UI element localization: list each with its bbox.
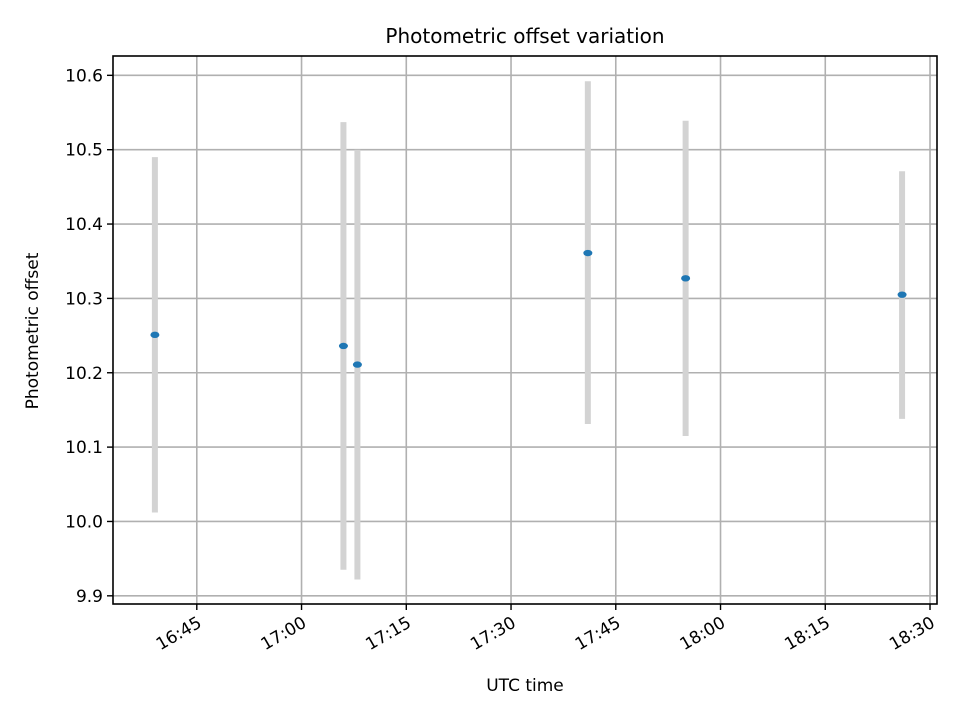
x-tick-label: 17:15 [362,613,414,655]
data-point [583,249,593,257]
data-point [897,291,907,298]
x-tick-label: 17:45 [572,613,624,655]
data-points [150,249,907,368]
data-point [338,342,348,350]
data-point [352,361,362,368]
x-tick-label: 18:30 [886,613,938,655]
y-tick-label: 10.5 [65,141,103,161]
chart-title: Photometric offset variation [385,24,664,48]
y-axis-ticks: 9.9 10.0 10.1 10.2 10.3 10.4 10.5 10.6 [65,66,113,607]
y-tick-label: 10.0 [65,512,103,532]
data-point [150,331,160,339]
x-tick-label: 16:45 [153,613,205,655]
y-tick-label: 10.2 [65,364,103,384]
grid-lines [113,56,937,604]
y-tick-label: 10.1 [65,438,103,458]
y-tick-label: 10.3 [65,289,103,309]
error-bars [151,81,906,580]
y-tick-label: 10.4 [65,215,103,235]
x-axis-label: UTC time [486,676,564,696]
plot-frame [112,55,938,605]
x-tick-label: 17:30 [467,613,519,655]
x-tick-label: 18:00 [677,613,729,655]
y-axis-label: Photometric offset [23,252,43,409]
x-axis-ticks: 16:45 17:00 17:15 17:30 17:45 18:00 18:15 18:30 [153,604,939,655]
y-tick-label: 10.6 [65,66,103,86]
x-tick-label: 17:00 [258,613,310,655]
x-tick-label: 18:15 [781,613,833,655]
data-point [681,275,691,282]
y-tick-label: 9.9 [76,587,103,607]
